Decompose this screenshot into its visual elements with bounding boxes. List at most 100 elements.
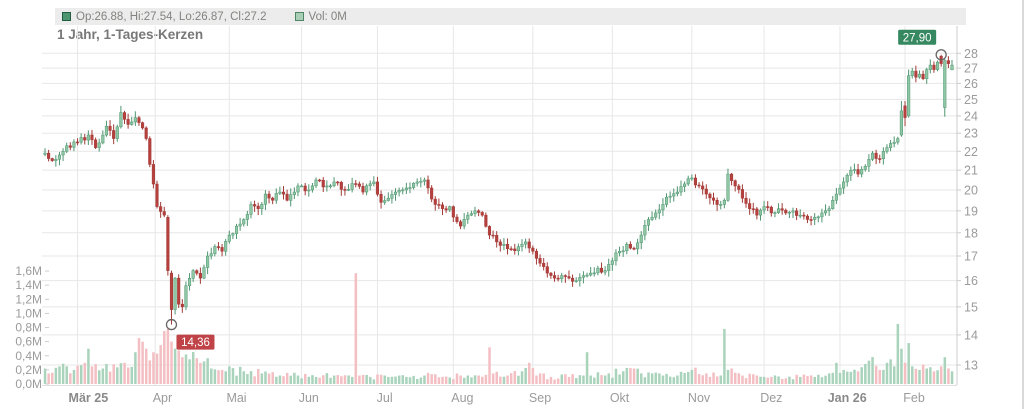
volume-bar bbox=[372, 379, 376, 384]
candle-body bbox=[697, 184, 701, 187]
volume-bar bbox=[697, 374, 701, 384]
candle-body bbox=[928, 64, 932, 70]
candle-body bbox=[889, 143, 893, 148]
price-tick-label: 15 bbox=[964, 300, 978, 314]
candle-body bbox=[224, 241, 228, 252]
volume-bar bbox=[589, 375, 592, 384]
volume-bar bbox=[838, 372, 842, 384]
volume-bar bbox=[434, 374, 437, 384]
volume-bar bbox=[502, 376, 506, 384]
candle-body bbox=[422, 179, 426, 182]
volume-bar bbox=[369, 376, 372, 384]
candle-body bbox=[654, 212, 658, 218]
volume-bar bbox=[69, 373, 72, 384]
volume-bar bbox=[235, 375, 238, 384]
volume-bar bbox=[618, 374, 621, 384]
candle-body bbox=[827, 208, 831, 211]
volume-bar bbox=[459, 375, 462, 384]
candle-body bbox=[300, 185, 304, 188]
candle-body bbox=[216, 246, 221, 248]
volume-bar bbox=[629, 367, 632, 384]
volume-bar bbox=[950, 371, 954, 384]
volume-bar bbox=[542, 373, 545, 384]
volume-bar bbox=[184, 354, 188, 384]
candle-body bbox=[198, 273, 202, 279]
ohlc-legend-bar: Op:26.88, Hi:27.54, Lo:26.87, Cl:27.2 Vo… bbox=[55, 8, 966, 25]
volume-bar bbox=[271, 372, 274, 384]
volume-bar bbox=[58, 366, 61, 384]
candle-body bbox=[346, 189, 351, 191]
candle-body bbox=[68, 145, 72, 148]
candle-body bbox=[253, 204, 257, 207]
candle-body bbox=[831, 199, 835, 209]
candle-body bbox=[234, 225, 239, 234]
candle-body bbox=[397, 189, 401, 193]
candle-body bbox=[393, 191, 398, 195]
candle-body bbox=[477, 210, 481, 213]
month-label: Aug bbox=[451, 391, 473, 405]
candle-body bbox=[809, 219, 813, 221]
candle-body bbox=[440, 204, 445, 209]
candle-body bbox=[502, 243, 506, 246]
candle-body bbox=[614, 252, 618, 262]
candle-body bbox=[379, 194, 383, 203]
volume-bar bbox=[755, 375, 759, 384]
candle-body bbox=[271, 197, 275, 201]
high-price-tag bbox=[898, 29, 937, 45]
volume-bar bbox=[108, 371, 112, 384]
candle-body bbox=[740, 189, 744, 199]
volume-bar bbox=[491, 373, 495, 384]
volume-bar bbox=[524, 367, 527, 384]
candle-body bbox=[177, 277, 181, 305]
volume-bar bbox=[513, 371, 517, 384]
volume-bar bbox=[477, 375, 480, 384]
candle-body bbox=[860, 169, 864, 175]
volume-bar bbox=[939, 366, 943, 384]
volume-bar bbox=[61, 363, 65, 384]
candle-body bbox=[516, 246, 520, 251]
candle-body bbox=[672, 193, 676, 197]
candle-body bbox=[231, 233, 235, 236]
candle-body bbox=[173, 277, 177, 310]
candle-body bbox=[632, 247, 636, 250]
volume-bar bbox=[130, 366, 134, 384]
candle-body bbox=[281, 191, 286, 195]
volume-bar bbox=[546, 379, 549, 384]
candle-body bbox=[874, 152, 878, 159]
volume-bar bbox=[596, 372, 600, 384]
volume-bar bbox=[347, 375, 350, 384]
candle-body bbox=[339, 182, 343, 190]
volume-bar bbox=[365, 375, 368, 384]
volume-bar bbox=[925, 368, 929, 384]
candle-body bbox=[191, 270, 195, 279]
candle-body bbox=[310, 185, 314, 191]
candle-body bbox=[592, 272, 596, 275]
volume-bar bbox=[448, 377, 452, 384]
volume-bar bbox=[47, 373, 50, 384]
candle-body bbox=[823, 210, 828, 214]
volume-bar bbox=[495, 371, 498, 384]
volume-bar bbox=[676, 375, 679, 384]
candle-body bbox=[628, 243, 632, 249]
candle-body bbox=[119, 112, 123, 128]
volume-bar bbox=[213, 369, 217, 384]
candle-body bbox=[556, 277, 560, 280]
candle-body bbox=[643, 225, 647, 236]
volume-bar bbox=[672, 377, 676, 384]
volume-bar bbox=[918, 369, 921, 384]
candle-body bbox=[408, 187, 412, 189]
candle-body bbox=[332, 181, 336, 187]
volume-tick-label: 0,0M bbox=[15, 377, 42, 391]
candle-body bbox=[730, 173, 734, 181]
volume-bar bbox=[159, 345, 162, 384]
volume-bar bbox=[112, 364, 115, 384]
candle-body bbox=[433, 198, 437, 205]
volume-bar bbox=[726, 369, 730, 384]
candle-body bbox=[589, 272, 593, 276]
volume-bar bbox=[332, 375, 336, 384]
candle-body bbox=[133, 117, 137, 123]
volume-bar bbox=[231, 368, 235, 384]
volume-bar bbox=[896, 323, 900, 384]
volume-bar bbox=[444, 376, 448, 384]
